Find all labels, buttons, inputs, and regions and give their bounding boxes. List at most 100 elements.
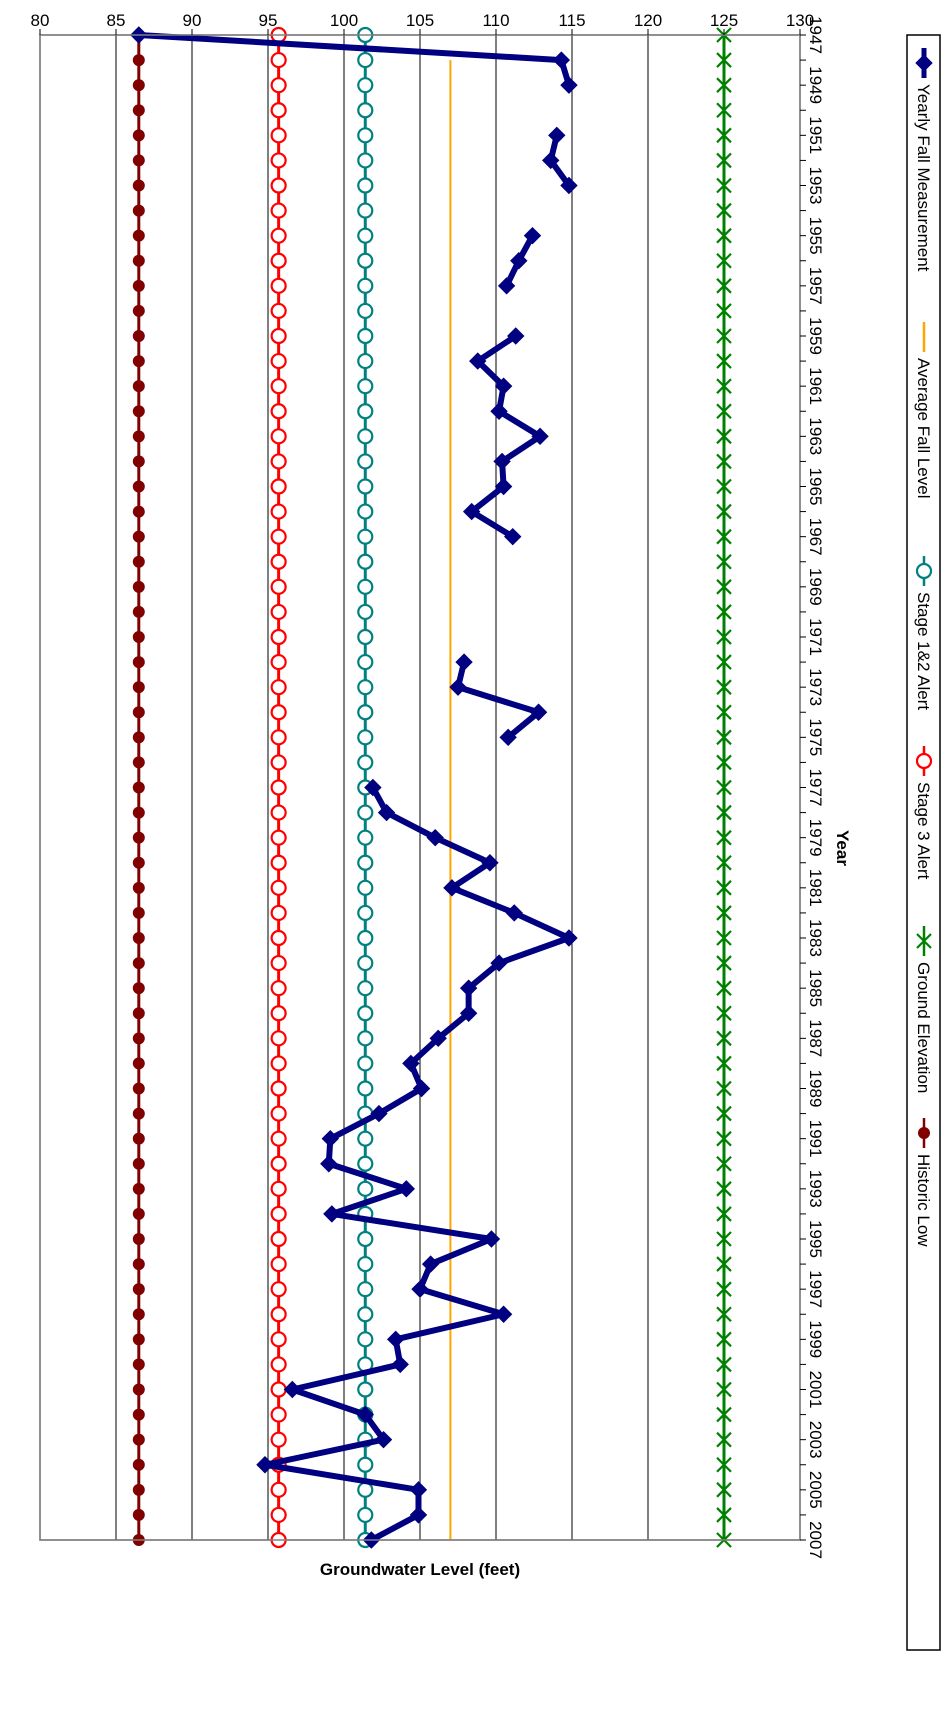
circle-marker: [270, 127, 287, 144]
circle-marker: [270, 1381, 287, 1398]
data-point: [469, 352, 487, 370]
x-marker: [716, 453, 732, 470]
x-tick-label: 1975: [806, 718, 825, 756]
data-point: [716, 1130, 732, 1147]
data-point: [270, 403, 287, 420]
dot-marker: [132, 1157, 145, 1170]
data-point: [357, 804, 374, 821]
data-point: [357, 1230, 374, 1248]
data-point: [716, 428, 732, 445]
data-point: [270, 252, 287, 269]
data-point: [132, 129, 145, 142]
dot-marker: [132, 555, 145, 568]
data-point: [270, 628, 287, 646]
data-point: [270, 578, 287, 595]
circle-marker: [270, 77, 287, 94]
data-point: [132, 781, 145, 794]
data-point: [357, 302, 374, 320]
data-point: [132, 179, 145, 192]
dot-marker: [132, 1383, 145, 1396]
y-tick-label: 85: [107, 11, 126, 30]
data-point: [132, 304, 145, 317]
circle-marker: [270, 1406, 287, 1423]
diamond-marker: [455, 653, 473, 671]
x-marker: [716, 553, 732, 570]
data-point: [357, 403, 374, 420]
data-point: [132, 480, 145, 493]
circle-marker: [270, 403, 287, 420]
x-marker: [716, 1281, 732, 1297]
data-point: [357, 528, 374, 545]
dot-marker: [132, 430, 145, 443]
data-point: [270, 904, 287, 922]
data-point: [716, 278, 732, 294]
circle-marker: [357, 1230, 374, 1248]
circle-marker: [270, 904, 287, 922]
x-marker: [716, 202, 732, 219]
y-tick-label: 130: [786, 11, 814, 30]
data-point: [716, 629, 732, 645]
data-point: [270, 729, 287, 746]
dot-marker: [132, 1433, 145, 1446]
diamond-marker: [504, 527, 522, 546]
data-point: [397, 1180, 416, 1198]
x-marker: [716, 52, 732, 68]
dot-marker: [132, 906, 145, 919]
data-point: [270, 327, 287, 345]
data-point: [716, 1080, 732, 1097]
data-point: [270, 954, 287, 972]
dot-marker: [132, 1508, 145, 1521]
data-point: [270, 1030, 287, 1047]
dot-marker: [132, 154, 145, 167]
data-point: [716, 955, 732, 971]
x-marker: [716, 1356, 732, 1373]
data-point: [132, 405, 145, 418]
data-point: [270, 1130, 287, 1147]
dot-marker: [132, 304, 145, 317]
x-marker: [716, 679, 732, 695]
data-point: [132, 79, 145, 92]
circle-marker: [357, 754, 374, 771]
dot-marker: [132, 355, 145, 368]
legend-swatch-marker: [915, 54, 933, 72]
x-marker: [716, 1206, 732, 1222]
circle-marker: [357, 628, 374, 646]
y-tick-label: 105: [406, 11, 434, 30]
data-point: [132, 104, 145, 117]
data-point: [716, 1306, 732, 1323]
data-point: [270, 1306, 287, 1323]
circle-marker: [270, 428, 287, 445]
x-marker: [716, 303, 732, 319]
x-tick-label: 1995: [806, 1220, 825, 1258]
data-point: [132, 681, 145, 694]
circle-marker: [270, 1281, 287, 1298]
diamond-marker: [356, 1405, 374, 1424]
data-point: [402, 1054, 420, 1073]
circle-marker: [270, 854, 287, 871]
data-point: [716, 1456, 732, 1473]
x-marker: [716, 252, 732, 269]
circle-marker: [357, 453, 374, 470]
data-point: [429, 1029, 447, 1048]
data-point: [716, 930, 732, 946]
data-point: [132, 1358, 145, 1371]
circle-marker: [270, 1105, 287, 1122]
data-point: [270, 177, 287, 194]
circle-marker: [270, 327, 287, 345]
diamond-marker: [507, 327, 525, 345]
data-point: [455, 653, 473, 671]
x-tick-label: 1965: [806, 468, 825, 506]
x-marker: [716, 1030, 732, 1047]
legend-swatch-marker: [915, 562, 933, 580]
circle-marker: [357, 653, 374, 671]
x-tick-label: 2001: [806, 1371, 825, 1409]
legend-label: Stage 3 Alert: [914, 782, 933, 880]
x-marker: [716, 1406, 732, 1423]
data-point: [270, 1105, 287, 1122]
data-point: [270, 1381, 287, 1398]
dot-marker: [132, 104, 145, 117]
data-point: [357, 829, 374, 846]
dot-marker: [132, 530, 145, 543]
data-point: [716, 328, 732, 344]
